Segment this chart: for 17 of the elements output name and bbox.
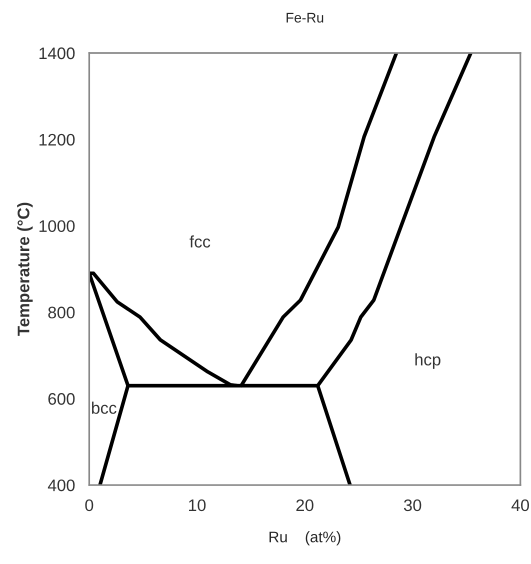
annotation: fcc <box>190 235 210 248</box>
y-tick-label: 600 <box>48 393 75 405</box>
y-tick-label: 1400 <box>40 47 75 60</box>
x-tick-label: 20 <box>296 499 314 512</box>
chart-title: Fe-Ru <box>286 12 324 23</box>
x-tick-label: 10 <box>189 499 206 512</box>
annotation: hcp <box>415 353 440 369</box>
x-tick-label: 30 <box>404 499 422 512</box>
annotation: bcc <box>92 402 116 414</box>
y-tick-label: 1200 <box>40 134 75 146</box>
y-tick-label: 1000 <box>40 220 75 232</box>
x-axis-title: Ru (at%) <box>270 531 340 546</box>
y-axis-title: Temperature (°C) <box>17 202 33 336</box>
x-tick-label: 40 <box>511 499 529 512</box>
x-tick-label: 0 <box>85 499 94 512</box>
y-tick-label: 800 <box>48 306 75 318</box>
y-tick-label: 400 <box>48 479 75 492</box>
